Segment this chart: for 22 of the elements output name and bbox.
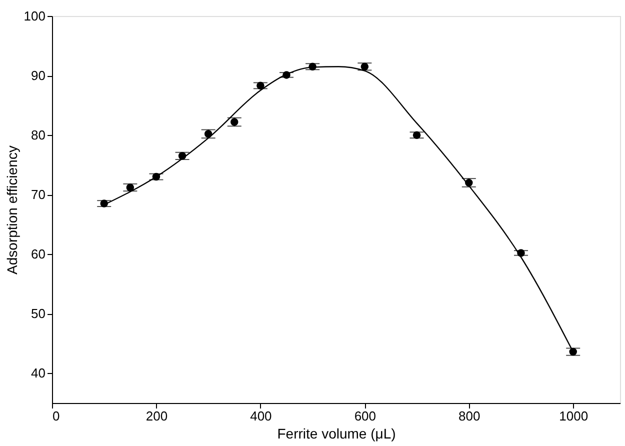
x-tick-label: 400 bbox=[250, 408, 272, 424]
x-axis-title: Ferrite volume (μL) bbox=[277, 426, 396, 442]
x-tick-label: 800 bbox=[458, 408, 480, 424]
y-tick-label: 90 bbox=[31, 68, 46, 84]
x-tick-label: 1000 bbox=[559, 408, 588, 424]
point bbox=[412, 131, 421, 139]
y-tick-label: 60 bbox=[31, 246, 46, 262]
x-tick-label: 0 bbox=[52, 408, 60, 424]
point bbox=[360, 62, 369, 70]
point bbox=[230, 118, 238, 126]
y-tick-label: 70 bbox=[31, 187, 46, 202]
y-axis-title: Adsorption efficiency bbox=[4, 146, 20, 274]
y-tick-label: 50 bbox=[31, 306, 46, 322]
x-tick-label: 600 bbox=[354, 408, 376, 424]
y-tick-label: 40 bbox=[31, 366, 46, 381]
point bbox=[126, 184, 134, 192]
y-tick-label: 100 bbox=[24, 8, 46, 24]
point bbox=[100, 200, 108, 208]
y-tick-label: 80 bbox=[31, 128, 46, 143]
point bbox=[256, 82, 264, 90]
point bbox=[569, 348, 577, 356]
x-tick-label: 200 bbox=[146, 408, 168, 424]
